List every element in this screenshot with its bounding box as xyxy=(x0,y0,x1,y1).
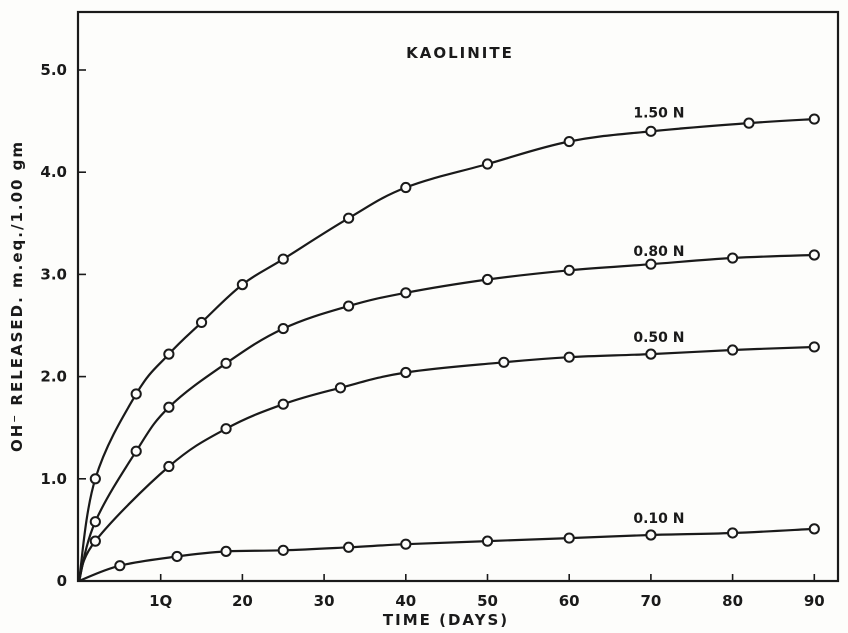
series-0-10-n xyxy=(78,523,820,583)
data-point xyxy=(481,535,494,547)
data-point xyxy=(563,351,575,363)
series-label: 0.50 N xyxy=(633,330,684,346)
x-tick-label: 90 xyxy=(804,592,825,610)
data-point xyxy=(645,348,657,360)
x-tick-label: 80 xyxy=(722,592,743,610)
series-label: 1.50 N xyxy=(633,105,684,121)
data-point xyxy=(220,545,232,557)
x-tick-label: 20 xyxy=(232,592,253,610)
data-point xyxy=(563,135,575,148)
data-point xyxy=(277,544,289,556)
x-axis-title: TIME (DAYS) xyxy=(383,611,509,629)
data-point xyxy=(220,423,232,435)
series-layer xyxy=(77,113,820,583)
data-point xyxy=(89,473,101,485)
y-tick-label: 0 xyxy=(57,572,67,590)
data-point xyxy=(645,125,657,137)
data-point xyxy=(563,532,575,544)
axis-ticks: 1Q 20 30 40 50 60 70 80 90 0 1.0 2.0 3.0 4.0 5.0 xyxy=(40,61,824,610)
data-point xyxy=(220,357,232,369)
y-axis-title: OH⁻ RELEASED. m.eq./1.00 gm xyxy=(8,140,26,452)
data-point xyxy=(808,341,820,353)
data-point xyxy=(727,527,739,539)
data-point xyxy=(89,535,101,547)
data-point xyxy=(727,344,739,356)
data-point xyxy=(400,366,412,379)
data-point xyxy=(343,541,355,553)
series-line xyxy=(77,253,815,582)
data-point xyxy=(89,516,101,528)
series-1-50-n xyxy=(77,113,820,582)
plot-frame xyxy=(76,10,840,583)
data-point xyxy=(563,264,575,276)
data-point xyxy=(400,287,412,299)
data-point xyxy=(277,253,289,265)
data-point xyxy=(163,348,175,360)
data-point xyxy=(343,300,355,312)
data-point xyxy=(163,460,175,473)
data-point xyxy=(171,550,183,563)
data-point xyxy=(114,560,126,572)
data-point xyxy=(498,356,510,368)
x-tick-label: 50 xyxy=(477,592,498,610)
data-point xyxy=(334,382,347,394)
y-tick-label: 2.0 xyxy=(40,368,67,386)
y-tick-label: 4.0 xyxy=(40,163,67,181)
data-point xyxy=(277,322,289,335)
data-point xyxy=(645,258,657,270)
x-tick-label: 70 xyxy=(640,592,661,610)
data-point xyxy=(481,273,494,286)
data-point xyxy=(481,158,494,170)
series-labels: 1.50 N 0.80 N 0.50 N 0.10 N xyxy=(633,105,684,527)
data-point xyxy=(400,538,412,550)
x-tick-label: 1Q xyxy=(149,592,172,610)
x-tick-label: 60 xyxy=(559,592,580,610)
series-line xyxy=(77,345,815,582)
chart-title: KAOLINITE xyxy=(406,44,514,62)
x-tick-label: 30 xyxy=(314,592,335,610)
series-line xyxy=(78,527,815,583)
series-label: 0.10 N xyxy=(633,511,684,527)
data-point xyxy=(130,388,142,400)
data-point xyxy=(163,401,175,413)
x-tick-label: 40 xyxy=(395,592,416,610)
data-point xyxy=(727,252,739,264)
data-point xyxy=(808,523,820,535)
series-0-80-n xyxy=(77,249,820,582)
data-point xyxy=(400,181,412,194)
data-point xyxy=(808,249,820,261)
series-label: 0.80 N xyxy=(633,244,684,260)
data-point xyxy=(645,529,657,541)
y-tick-label: 1.0 xyxy=(40,470,67,488)
series-line xyxy=(77,118,815,582)
data-point xyxy=(808,113,820,125)
data-point xyxy=(343,212,355,224)
y-tick-label: 3.0 xyxy=(40,265,67,283)
data-point xyxy=(195,316,208,329)
data-point xyxy=(130,445,142,457)
series-0-50-n xyxy=(77,341,820,582)
data-point xyxy=(743,117,755,129)
y-tick-label: 5.0 xyxy=(40,61,67,79)
data-point xyxy=(277,398,289,410)
data-point xyxy=(236,279,248,291)
